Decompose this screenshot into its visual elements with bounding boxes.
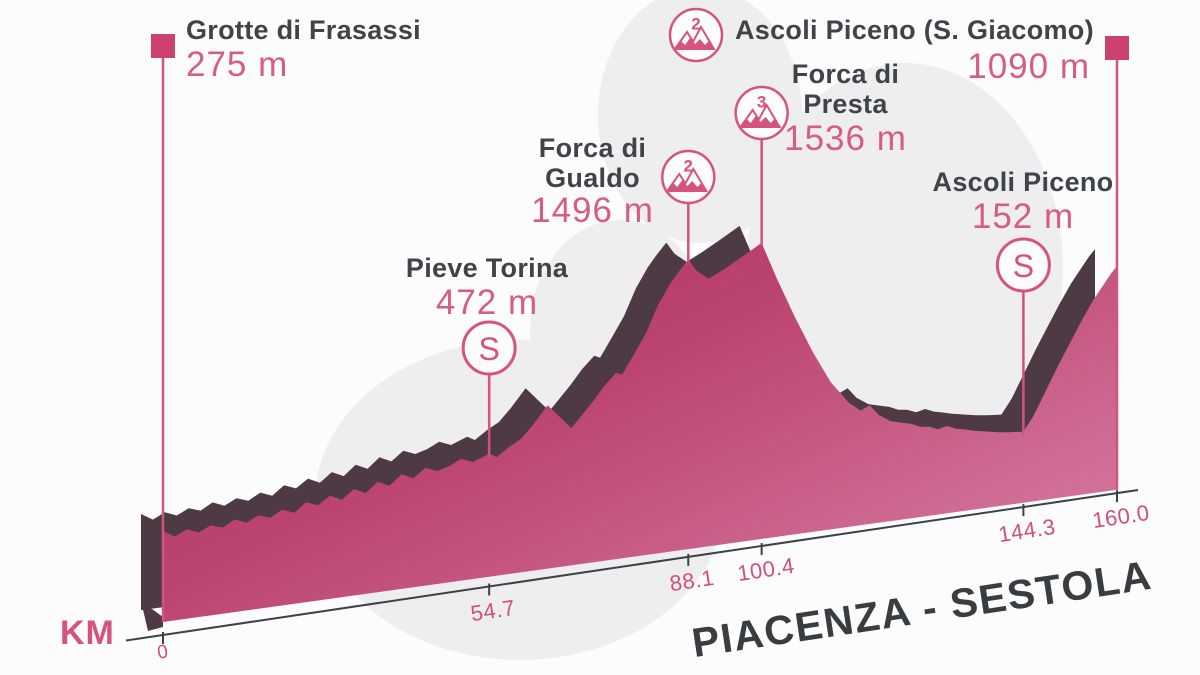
climb-cat2-icon-gualdo: 2 (661, 149, 716, 205)
profile-area (163, 242, 1117, 622)
waypoint-gualdo-name: Forca di Gualdo (538, 133, 647, 193)
climb-cat3-icon-presta: 3 (734, 85, 789, 141)
sprint-icon-ascoli: S (995, 237, 1051, 293)
waypoint-ascoli-name: Ascoli Piceno (932, 167, 1114, 197)
waypoint-presta-elevation: 1536 m (784, 119, 907, 158)
profile-left-foot (141, 601, 163, 631)
waypoint-presta-name: Forca di Presta (791, 59, 900, 119)
climb-cat2-icon-giacomo: 2 (668, 7, 724, 63)
km-axis (125, 489, 1139, 644)
waypoint-pieve-elevation: 472 m (435, 283, 539, 322)
svg-text:3: 3 (757, 93, 766, 112)
waypoint-finish-elevation: 1090 m (967, 47, 1090, 86)
svg-text:2: 2 (684, 157, 693, 176)
waypoint-finish-name: Ascoli Piceno (S. Giacomo) (735, 15, 1094, 45)
waypoint-start-elevation: 275 m (186, 45, 289, 84)
waypoint-ascoli-elevation: 152 m (971, 197, 1075, 236)
finish-marker-icon (1105, 36, 1129, 60)
waypoint-marker-lines (161, 58, 1119, 622)
svg-text:2: 2 (691, 15, 700, 34)
waypoint-pieve-name: Pieve Torina (405, 253, 569, 283)
sprint-icon-pieve: S (461, 320, 517, 376)
waypoint-gualdo-elevation: 1496 m (531, 191, 654, 230)
waypoint-start-name: Grotte di Frasassi (186, 15, 421, 45)
km-axis-label: KM (60, 614, 115, 652)
svg-text:S: S (1013, 248, 1034, 284)
start-marker-icon (151, 34, 175, 58)
svg-text:S: S (478, 331, 499, 367)
